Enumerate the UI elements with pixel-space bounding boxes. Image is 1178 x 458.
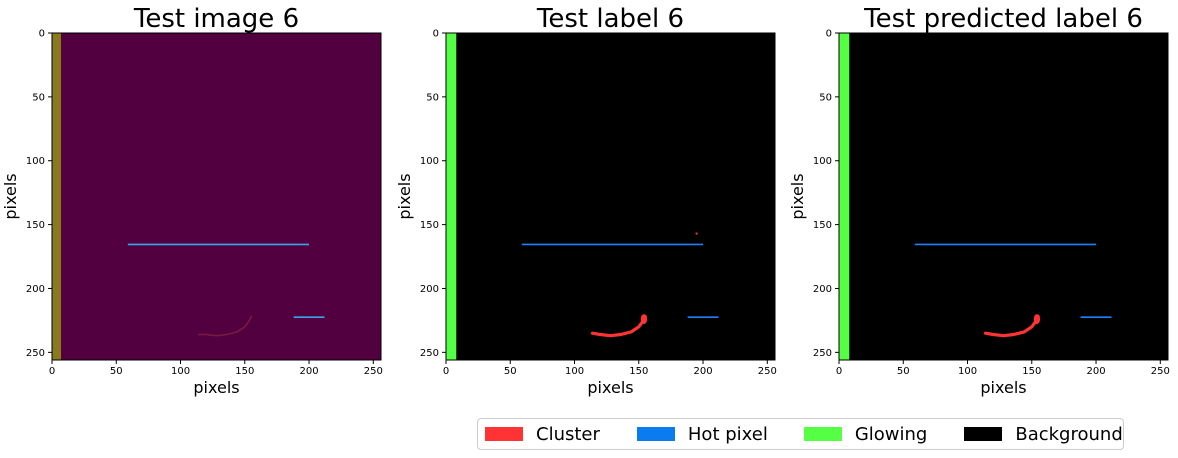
- x-tick-label: 50: [110, 366, 123, 377]
- x-tick-label: 0: [836, 366, 842, 377]
- y-tick-label: 100: [420, 156, 439, 167]
- y-tick-label: 50: [426, 92, 439, 103]
- x-tick-label: 0: [443, 366, 449, 377]
- x-tick-label: 100: [565, 366, 584, 377]
- panel-title: Test label 6: [536, 4, 684, 34]
- x-tick-label: 100: [958, 366, 977, 377]
- x-tick-label: 250: [1151, 366, 1170, 377]
- x-tick-label: 100: [171, 366, 190, 377]
- y-tick-label: 50: [819, 92, 832, 103]
- x-tick-label: 250: [758, 366, 777, 377]
- x-tick-label: 250: [364, 366, 383, 377]
- x-tick-label: 0: [49, 366, 55, 377]
- plot-frame: [51, 32, 382, 361]
- y-axis-label: pixels: [395, 173, 414, 219]
- legend-item-cluster: Cluster: [485, 424, 600, 445]
- panel-1: Test image 6 0 50 100 150 200 250 0 50 100 150 200 2…: [1, 4, 383, 397]
- legend-item-glowing: Glowing: [803, 423, 928, 445]
- y-tick-label: 200: [26, 284, 45, 295]
- legend-label-glowing: Glowing: [854, 423, 928, 445]
- cluster-blob: [640, 314, 648, 325]
- plot-frame: [445, 32, 776, 361]
- plot-frame: [838, 32, 1169, 361]
- x-tick-label: 200: [299, 366, 318, 377]
- cluster-track: [197, 315, 252, 337]
- legend-label-cluster: Cluster: [536, 423, 600, 445]
- glowing-region: [446, 33, 457, 360]
- legend-swatch-background: [964, 427, 1003, 441]
- x-tick-label: 50: [897, 366, 910, 377]
- x-axis-label: pixels: [193, 378, 239, 397]
- legend-swatch-cluster: [485, 427, 523, 441]
- cluster-blob: [1033, 314, 1041, 325]
- x-tick-label: 200: [693, 366, 712, 377]
- figure: Test image 6 0 50 100 150 200 250 0 50 100 150 200 2…: [1, 4, 1170, 397]
- y-axis-label: pixels: [1, 173, 20, 219]
- y-tick-label: 250: [813, 348, 832, 359]
- panel-2: Test label 6 0 50 100 150 200 250 0 50 100 150 200 2…: [395, 4, 777, 397]
- legend-item-hot-pixel: Hot pixel: [636, 423, 768, 445]
- y-tick-label: 250: [420, 348, 439, 359]
- panel-3: Test predicted label 6 0 50 100 150 200 250 0 50…: [788, 4, 1170, 397]
- legend-label-background: Background: [1015, 423, 1123, 445]
- cluster-point: [695, 232, 698, 235]
- x-axis-label: pixels: [980, 378, 1026, 397]
- x-tick-label: 50: [504, 366, 517, 377]
- panel-title: Test image 6: [133, 4, 299, 34]
- y-tick-label: 150: [420, 220, 439, 231]
- image-background: [52, 33, 381, 360]
- panel-title: Test predicted label 6: [863, 4, 1143, 34]
- x-axis-label: pixels: [587, 378, 633, 397]
- y-axis-label: pixels: [788, 173, 807, 219]
- image-background: [446, 33, 775, 360]
- y-tick-label: 0: [826, 29, 832, 40]
- x-tick-label: 150: [629, 366, 648, 377]
- glowing-region: [839, 33, 850, 360]
- legend-swatch-hot-pixel: [636, 427, 675, 441]
- y-tick-label: 150: [813, 220, 832, 231]
- y-tick-label: 0: [433, 29, 439, 40]
- y-tick-label: 0: [39, 29, 45, 40]
- glowing-region: [52, 33, 61, 360]
- legend-label-hot-pixel: Hot pixel: [687, 423, 768, 445]
- y-tick-label: 100: [813, 156, 832, 167]
- legend-item-background: Background: [964, 423, 1123, 445]
- y-tick-label: 150: [26, 220, 45, 231]
- y-tick-label: 200: [420, 284, 439, 295]
- legend-swatch-glowing: [803, 427, 842, 441]
- legend: Cluster Hot pixel Glowing Background: [477, 418, 1124, 450]
- y-tick-label: 50: [32, 92, 45, 103]
- y-tick-label: 200: [813, 284, 832, 295]
- x-tick-label: 150: [235, 366, 254, 377]
- x-tick-label: 150: [1022, 366, 1041, 377]
- x-tick-label: 200: [1086, 366, 1105, 377]
- y-tick-label: 250: [26, 348, 45, 359]
- image-background: [839, 33, 1168, 360]
- y-tick-label: 100: [26, 156, 45, 167]
